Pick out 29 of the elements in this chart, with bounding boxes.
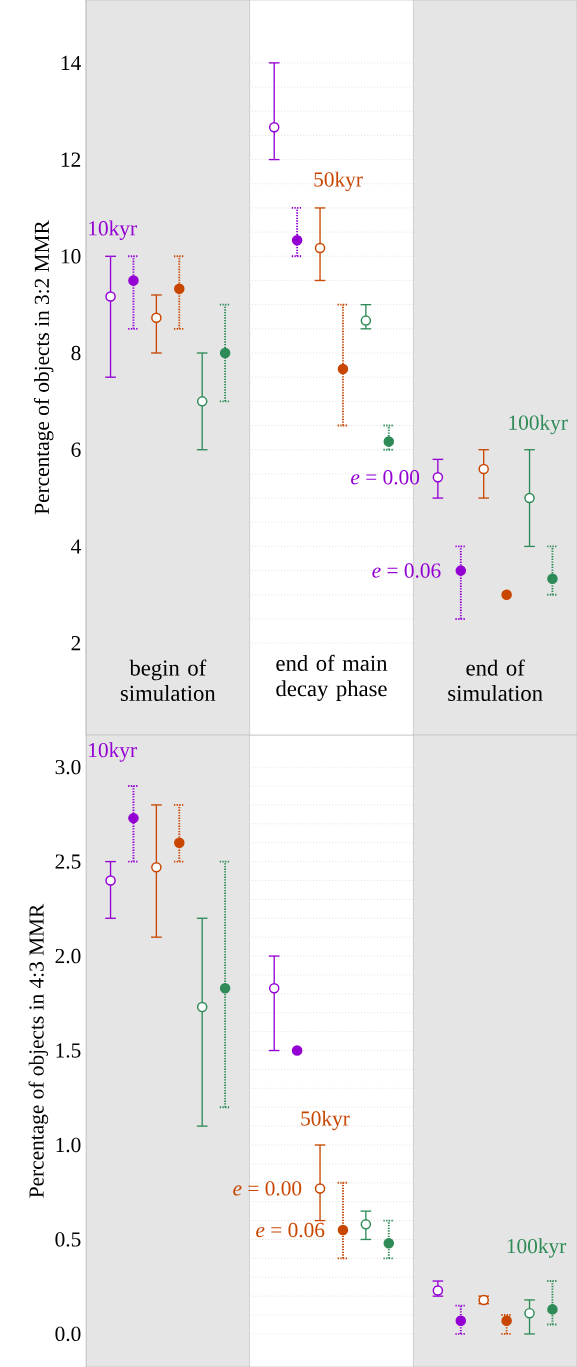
annotation: 100kyr xyxy=(509,414,568,435)
y-tick-label: 1.0 xyxy=(56,1137,81,1153)
y-tick-label: 1.5 xyxy=(56,1043,81,1058)
y-tick-label: 8 xyxy=(71,345,81,361)
y-tick-label: 6 xyxy=(71,442,81,457)
y-tick-label: 12 xyxy=(61,152,81,167)
y-axis-title: Percentage of objects in 3:2 MMR xyxy=(33,220,54,515)
annotation: e = 0.00 xyxy=(351,470,420,485)
y-tick-label: 0.5 xyxy=(55,1232,81,1247)
y-tick-label: 0.0 xyxy=(55,1326,81,1342)
annotation: 100kyr xyxy=(507,1238,567,1258)
y-tick-label: 3.0 xyxy=(55,759,81,775)
annotation: 10kyr xyxy=(89,220,137,240)
y-tick-label: 14 xyxy=(61,55,81,70)
annotation: 10kyr xyxy=(89,742,137,762)
annotation: e = 0.06 xyxy=(256,1222,325,1238)
annotation: 50kyr xyxy=(301,1110,350,1131)
y-tick-label: 4 xyxy=(71,539,81,554)
x-tick-label: end of simulation xyxy=(448,659,543,701)
y-tick-label: 10 xyxy=(61,249,81,264)
annotation: e = 0.00 xyxy=(233,1181,302,1196)
annotation: e = 0.06 xyxy=(372,563,441,578)
annotation: 50kyr xyxy=(314,171,363,192)
y-tick-label: 2 xyxy=(71,636,81,651)
x-tick-label: end of main decay phase xyxy=(276,654,388,701)
x-tick-label: begin of simulation xyxy=(120,659,216,701)
y-axis-title: Percentage of objects in 4:3 MMR xyxy=(28,903,49,1198)
y-tick-label: 2.0 xyxy=(55,948,81,964)
y-tick-label: 2.5 xyxy=(55,854,81,869)
